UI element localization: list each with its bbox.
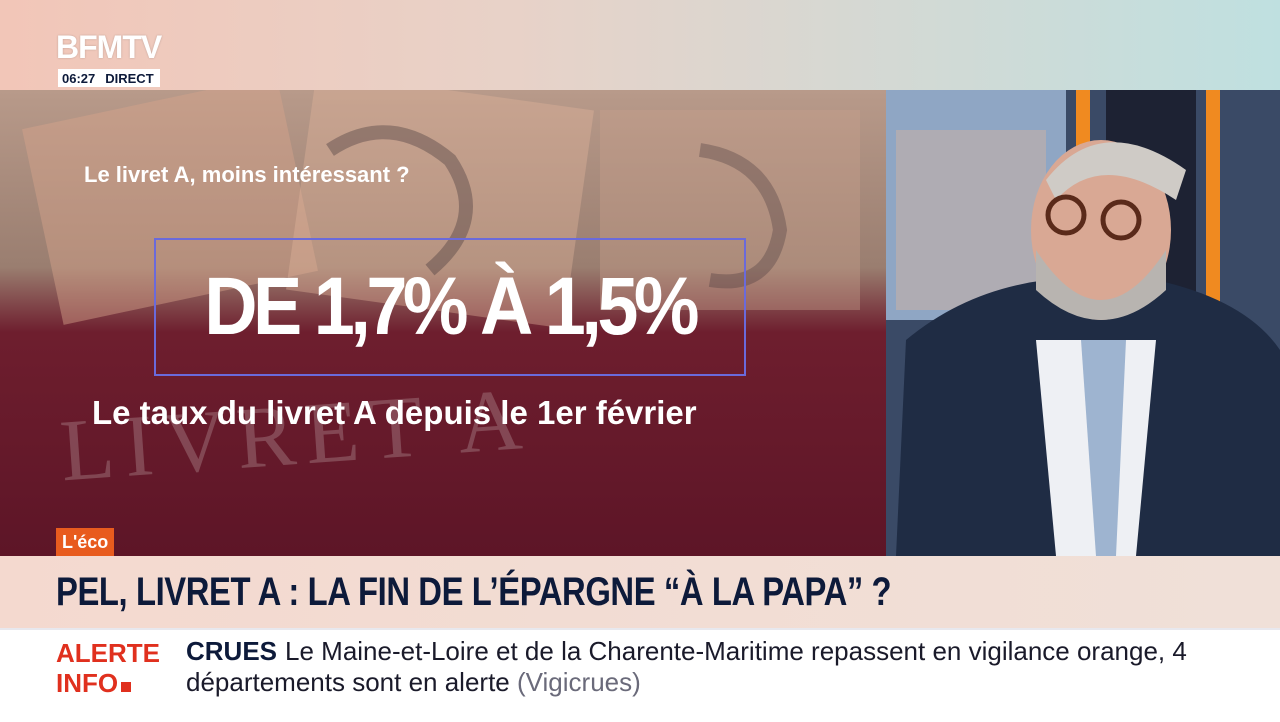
- graphic-panel: LIVRET A: [0, 90, 886, 556]
- clock: 06:27 DIRECT: [58, 69, 160, 87]
- top-band: [0, 0, 1280, 90]
- live-status: DIRECT: [105, 70, 154, 86]
- news-source: (Vigicrues): [517, 667, 641, 697]
- rate-headline: DE 1,7% À 1,5%: [204, 261, 700, 352]
- alert-line: INFO: [56, 668, 160, 698]
- banner-title: PEL, LIVRET A : LA FIN DE L’ÉPARGNE “À L…: [56, 570, 892, 614]
- alert-label: ALERTE INFO: [56, 638, 160, 698]
- kicker: Le livret A, moins intéressant ?: [84, 162, 410, 187]
- banner-bar: [0, 556, 1280, 628]
- news-topic: CRUES: [186, 636, 278, 666]
- channel-logo: BFMTV: [56, 29, 162, 65]
- section-tag: L'éco: [56, 528, 115, 556]
- studio-camera: [886, 90, 1280, 556]
- time: 06:27: [62, 70, 96, 86]
- alert-line: ALERTE: [56, 638, 160, 668]
- caption: Le taux du livret A depuis le 1er févrie…: [92, 394, 697, 431]
- ticker-bar: [0, 628, 1280, 722]
- headline-box: DE 1,7% À 1,5%: [154, 238, 746, 376]
- news-text: Le Maine-et-Loire et de la Charente-Mari…: [186, 636, 1187, 697]
- ticker-news: CRUES Le Maine-et-Loire et de la Charente…: [186, 636, 1246, 698]
